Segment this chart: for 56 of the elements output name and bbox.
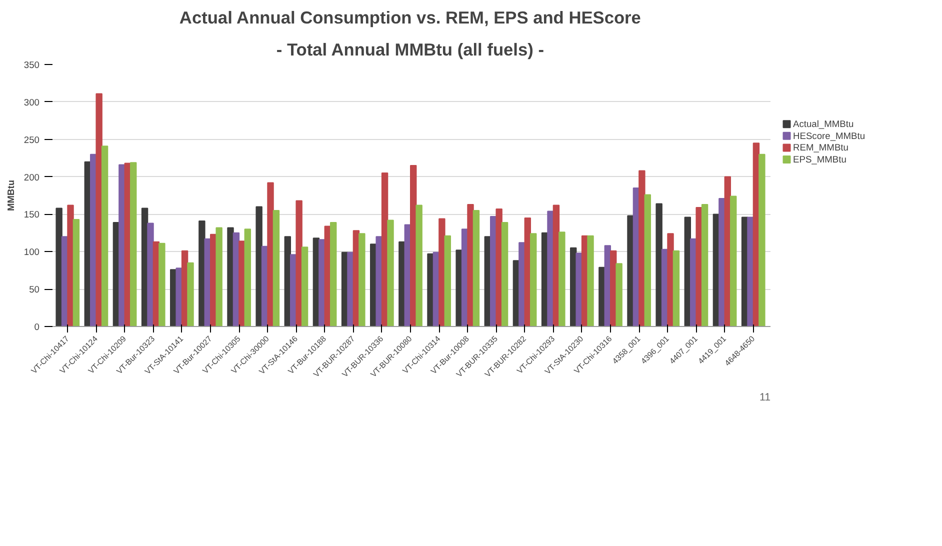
bar	[496, 208, 502, 326]
bar	[256, 206, 262, 326]
bar	[296, 200, 302, 326]
bar	[330, 222, 337, 326]
bar	[444, 235, 451, 326]
bar	[358, 233, 366, 326]
legend-label: Actual_MMBtu	[793, 119, 854, 130]
bar	[244, 228, 251, 326]
bar	[67, 204, 74, 326]
bar	[558, 232, 566, 326]
bar	[472, 210, 480, 326]
bar	[272, 210, 280, 326]
bar	[667, 233, 674, 326]
bar	[227, 227, 234, 326]
bar	[147, 222, 154, 326]
legend-label: HEScore_MMBtu	[793, 130, 866, 141]
bar	[530, 233, 537, 326]
bar	[101, 146, 108, 326]
bar	[644, 194, 651, 326]
bar	[187, 262, 194, 326]
bar	[501, 222, 508, 326]
y-tick-label: 200	[24, 172, 40, 182]
bar	[387, 220, 394, 326]
y-axis-title: MMBtu	[6, 180, 16, 212]
bar	[758, 154, 766, 326]
bar	[701, 204, 708, 326]
text: 11	[759, 392, 771, 404]
legend-label: EPS_MMBtu	[793, 154, 846, 164]
bar	[267, 182, 274, 326]
y-tick-label: 350	[24, 60, 40, 70]
bar	[467, 204, 474, 326]
bar	[616, 263, 622, 326]
legend-label: REM_MMBtu	[793, 142, 848, 153]
bar	[638, 170, 646, 326]
y-tick-label: 0	[34, 322, 40, 332]
bar	[158, 242, 166, 326]
bar	[438, 218, 446, 326]
bar	[301, 246, 308, 326]
chart-title: Actual Annual Consumption vs. REM, EPS and HEScore	[179, 8, 642, 28]
bar	[216, 227, 222, 326]
bar	[198, 220, 206, 326]
bar	[672, 250, 680, 326]
y-tick-label: 250	[24, 134, 40, 145]
y-tick-label: 300	[24, 97, 40, 108]
bar	[72, 218, 80, 326]
bar	[56, 208, 62, 326]
chart-subtitle: - Total Annual MMBtu (all fuels) -	[276, 40, 544, 60]
bar	[656, 203, 662, 326]
y-tick-label: 150	[24, 210, 40, 220]
bar	[130, 162, 137, 326]
bar	[587, 235, 594, 326]
bar	[416, 204, 422, 326]
y-tick-label: 50	[29, 284, 40, 295]
bar	[96, 93, 102, 326]
y-tick-label: 100	[24, 247, 40, 258]
bar	[730, 196, 737, 326]
